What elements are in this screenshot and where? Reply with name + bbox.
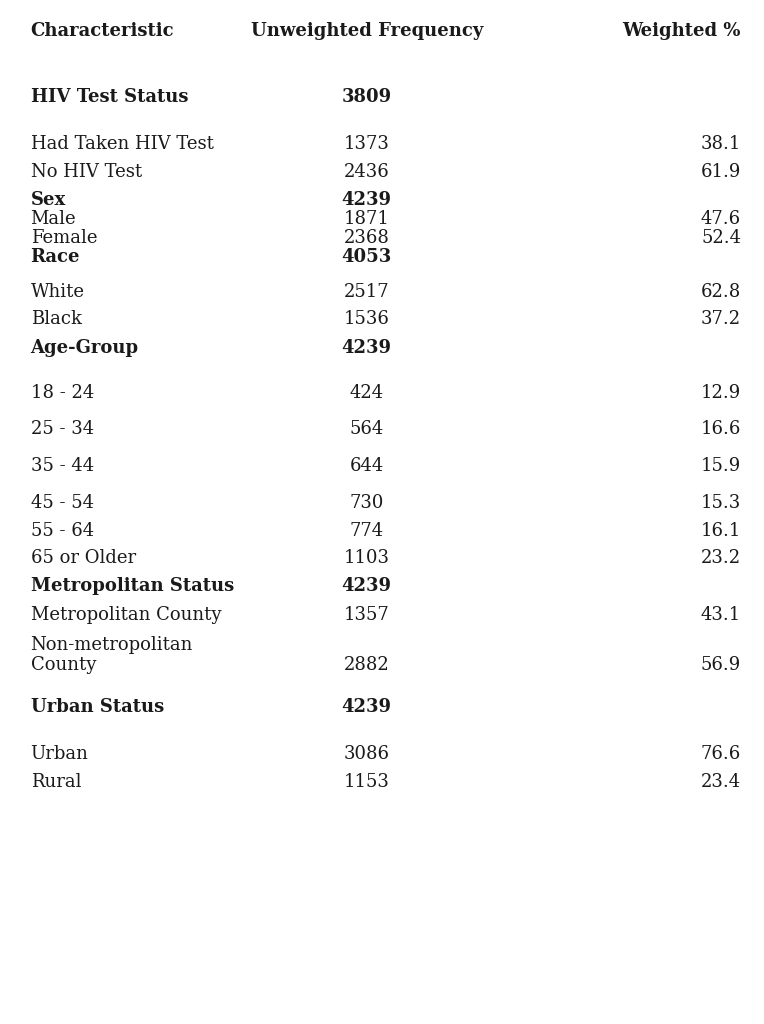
Text: 62.8: 62.8 <box>701 283 741 301</box>
Text: 45 - 54: 45 - 54 <box>31 494 93 512</box>
Text: 4239: 4239 <box>342 339 392 357</box>
Text: HIV Test Status: HIV Test Status <box>31 88 188 106</box>
Text: 774: 774 <box>350 522 384 540</box>
Text: 52.4: 52.4 <box>701 229 741 247</box>
Text: White: White <box>31 283 85 301</box>
Text: Urban: Urban <box>31 745 89 763</box>
Text: No HIV Test: No HIV Test <box>31 163 141 181</box>
Text: 3809: 3809 <box>342 88 392 106</box>
Text: 65 or Older: 65 or Older <box>31 549 136 567</box>
Text: 25 - 34: 25 - 34 <box>31 420 94 438</box>
Text: 12.9: 12.9 <box>701 384 741 402</box>
Text: Female: Female <box>31 229 97 247</box>
Text: 18 - 24: 18 - 24 <box>31 384 94 402</box>
Text: Male: Male <box>31 210 76 228</box>
Text: 4053: 4053 <box>342 248 392 266</box>
Text: Characteristic: Characteristic <box>31 22 174 40</box>
Text: 4239: 4239 <box>342 698 392 716</box>
Text: 23.4: 23.4 <box>701 773 741 791</box>
Text: Rural: Rural <box>31 773 81 791</box>
Text: 38.1: 38.1 <box>701 135 741 153</box>
Text: 1103: 1103 <box>344 549 390 567</box>
Text: 1536: 1536 <box>344 310 390 328</box>
Text: 61.9: 61.9 <box>701 163 741 181</box>
Text: 1871: 1871 <box>344 210 390 228</box>
Text: 76.6: 76.6 <box>701 745 741 763</box>
Text: Had Taken HIV Test: Had Taken HIV Test <box>31 135 213 153</box>
Text: 2436: 2436 <box>344 163 390 181</box>
Text: Urban Status: Urban Status <box>31 698 163 716</box>
Text: 3086: 3086 <box>344 745 390 763</box>
Text: 37.2: 37.2 <box>701 310 741 328</box>
Text: Metropolitan Status: Metropolitan Status <box>31 577 234 595</box>
Text: Black: Black <box>31 310 82 328</box>
Text: 35 - 44: 35 - 44 <box>31 457 94 475</box>
Text: Age-Group: Age-Group <box>31 339 139 357</box>
Text: 47.6: 47.6 <box>701 210 741 228</box>
Text: 15.9: 15.9 <box>701 457 741 475</box>
Text: 55 - 64: 55 - 64 <box>31 522 94 540</box>
Text: 564: 564 <box>350 420 384 438</box>
Text: Non-metropolitan: Non-metropolitan <box>31 636 193 654</box>
Text: 2368: 2368 <box>344 229 390 247</box>
Text: 1357: 1357 <box>344 606 390 624</box>
Text: 16.6: 16.6 <box>701 420 741 438</box>
Text: 23.2: 23.2 <box>701 549 741 567</box>
Text: 644: 644 <box>350 457 384 475</box>
Text: Race: Race <box>31 248 80 266</box>
Text: 2517: 2517 <box>344 283 390 301</box>
Text: 424: 424 <box>350 384 384 402</box>
Text: 1153: 1153 <box>344 773 390 791</box>
Text: Metropolitan County: Metropolitan County <box>31 606 221 624</box>
Text: 2882: 2882 <box>344 655 390 674</box>
Text: County: County <box>31 655 96 674</box>
Text: 4239: 4239 <box>342 577 392 595</box>
Text: 4239: 4239 <box>342 191 392 209</box>
Text: 730: 730 <box>350 494 384 512</box>
Text: 43.1: 43.1 <box>701 606 741 624</box>
Text: Sex: Sex <box>31 191 66 209</box>
Text: 16.1: 16.1 <box>701 522 741 540</box>
Text: 1373: 1373 <box>344 135 390 153</box>
Text: 15.3: 15.3 <box>701 494 741 512</box>
Text: 56.9: 56.9 <box>701 655 741 674</box>
Text: Unweighted Frequency: Unweighted Frequency <box>251 22 483 40</box>
Text: Weighted %: Weighted % <box>623 22 741 40</box>
